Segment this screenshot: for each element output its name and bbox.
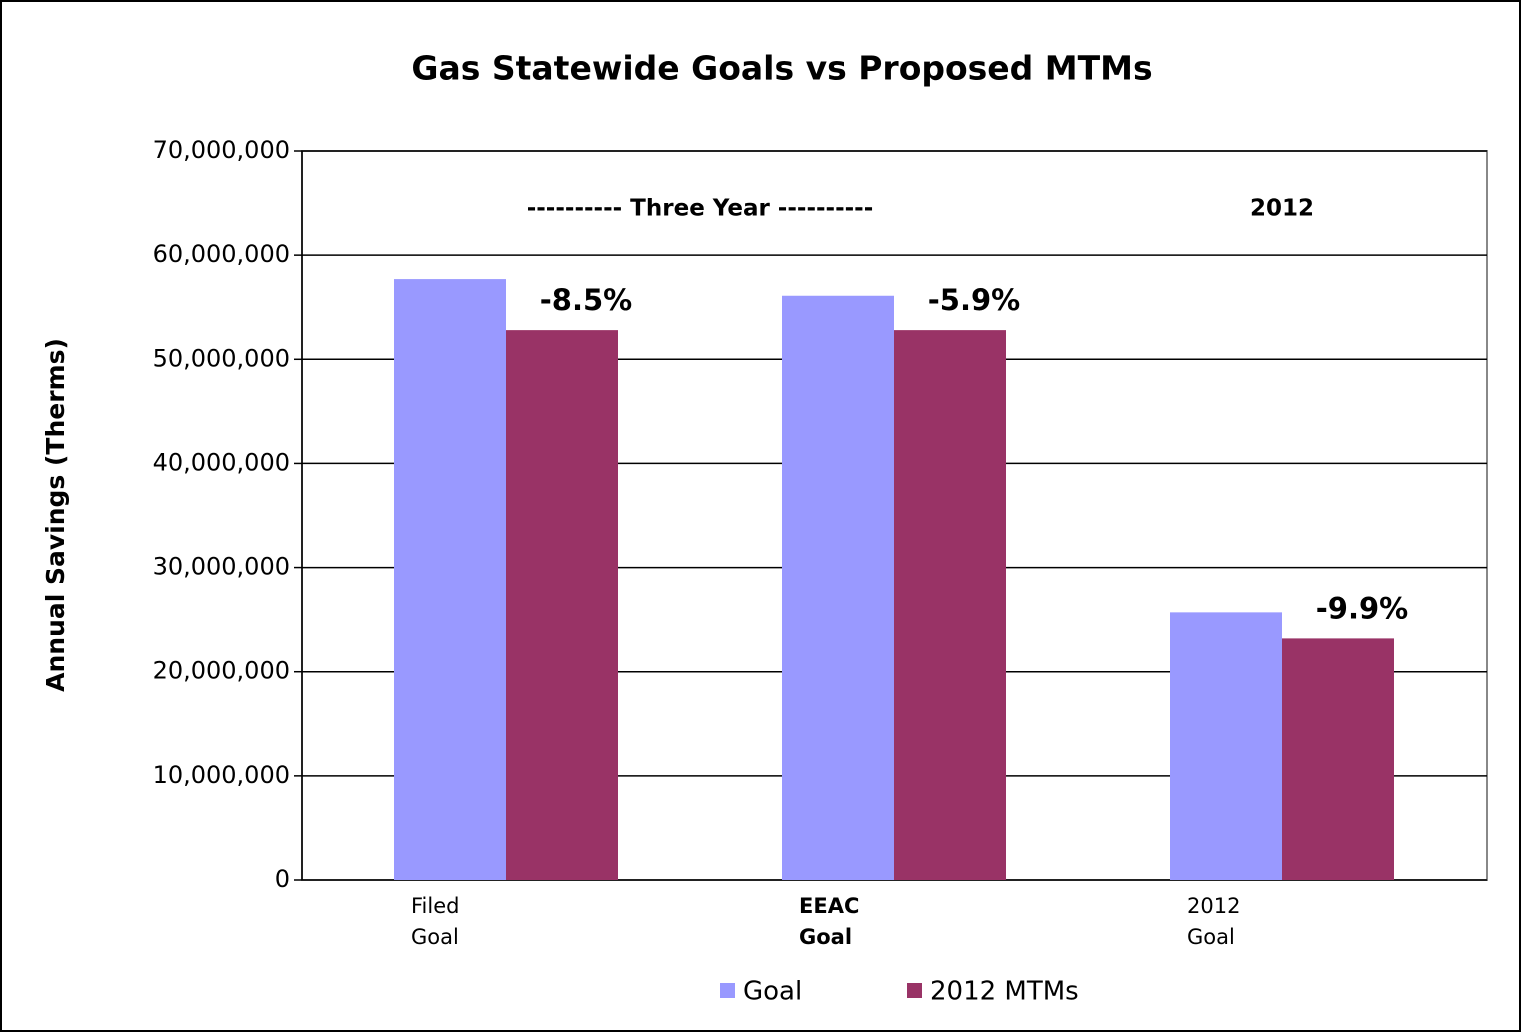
bar (394, 279, 506, 880)
x-tick-label: Filed Goal (411, 894, 459, 949)
bar-annotation: -9.9% (1316, 591, 1408, 625)
y-tick-label: 60,000,000 (153, 240, 290, 268)
bar (1170, 612, 1282, 880)
bar (506, 330, 618, 880)
y-tick-label: 50,000,000 (153, 344, 290, 372)
legend-label: 2012 MTMs (930, 977, 1079, 1007)
y-tick-label: 20,000,000 (153, 657, 290, 685)
bar-annotation: -5.9% (928, 283, 1020, 317)
y-tick-label: 70,000,000 (153, 136, 290, 164)
legend-swatch (720, 983, 735, 998)
x-tick-label: 2012 Goal (1187, 894, 1240, 949)
legend-label: Goal (743, 977, 802, 1007)
bar-annotation: -8.5% (540, 283, 632, 317)
bar (782, 295, 894, 881)
bar (1282, 638, 1394, 880)
group-label: ---------- Three Year ---------- (527, 196, 874, 222)
chart-title: Gas Statewide Goals vs Proposed MTMs (411, 49, 1152, 88)
legend-swatch (907, 983, 922, 998)
y-tick-label: 30,000,000 (153, 553, 290, 581)
y-axis-label: Annual Savings (Therms) (41, 338, 70, 692)
y-tick-label: 0 (275, 865, 290, 893)
group-label: 2012 (1250, 196, 1314, 222)
x-tick-label: EEAC Goal (799, 894, 859, 949)
y-tick-label: 40,000,000 (153, 448, 290, 476)
bar (894, 330, 1006, 880)
y-tick-label: 10,000,000 (153, 761, 290, 789)
